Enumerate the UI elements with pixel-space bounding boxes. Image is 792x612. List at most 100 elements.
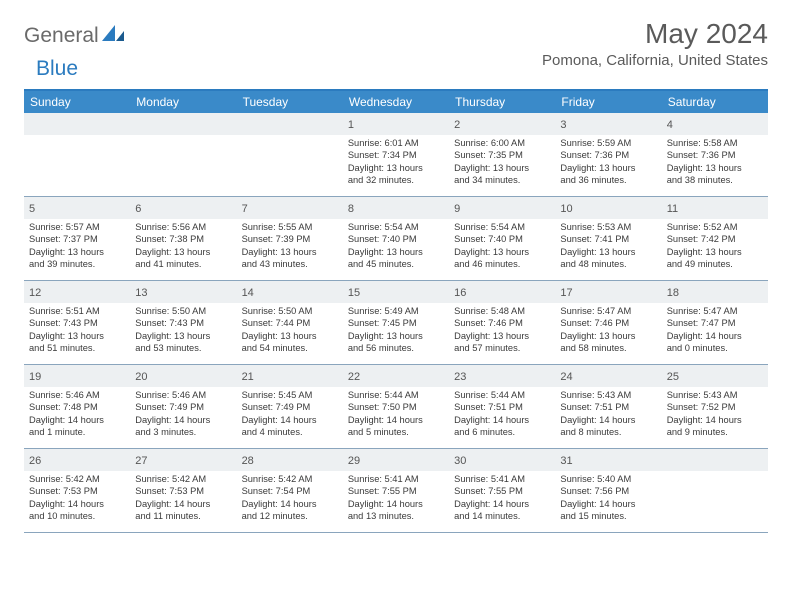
calendar-day: 14 Sunrise: 5:50 AMSunset: 7:44 PMDayligh…	[237, 281, 343, 364]
day-details: Sunrise: 5:54 AMSunset: 7:40 PMDaylight:…	[343, 219, 449, 273]
day-details: Sunrise: 5:55 AMSunset: 7:39 PMDaylight:…	[237, 219, 343, 273]
day-details: Sunrise: 5:49 AMSunset: 7:45 PMDaylight:…	[343, 303, 449, 357]
day-number: 1	[348, 119, 354, 131]
day-number: 27	[135, 455, 147, 467]
day-number: 20	[135, 371, 147, 383]
day-details: Sunrise: 5:43 AMSunset: 7:51 PMDaylight:…	[555, 387, 661, 441]
calendar-day: 27Sunrise: 5:42 AMSunset: 7:53 PMDayligh…	[130, 449, 236, 532]
calendar-day: 31 Sunrise: 5:40 AMSunset: 7:56 PMDayligh…	[555, 449, 661, 532]
calendar-week: 26Sunrise: 5:42 AMSunset: 7:53 PMDayligh…	[24, 449, 768, 533]
day-number: 16	[454, 287, 466, 299]
day-details: Sunrise: 6:01 AMSunset: 7:34 PMDaylight:…	[343, 135, 449, 189]
day-number: 26	[29, 455, 41, 467]
sail-icon	[102, 25, 124, 41]
day-details: Sunrise: 5:41 AMSunset: 7:55 PMDaylight:…	[343, 471, 449, 525]
calendar-day: .	[237, 113, 343, 196]
day-details: Sunrise: 5:59 AMSunset: 7:36 PMDaylight:…	[555, 135, 661, 189]
calendar-day: 29Sunrise: 5:41 AMSunset: 7:55 PMDayligh…	[343, 449, 449, 532]
weekday-header-row: SundayMondayTuesdayWednesdayThursdayFrid…	[24, 91, 768, 113]
calendar-day: 22 Sunrise: 5:44 AMSunset: 7:50 PMDayligh…	[343, 365, 449, 448]
day-details: Sunrise: 5:50 AMSunset: 7:43 PMDaylight:…	[130, 303, 236, 357]
brand-part1: General	[24, 24, 99, 48]
day-number: 11	[667, 203, 678, 215]
calendar-grid: SundayMondayTuesdayWednesdayThursdayFrid…	[24, 89, 768, 533]
day-details	[662, 471, 768, 476]
weekday-header: Monday	[130, 91, 236, 113]
calendar-week: 5 Sunrise: 5:57 AMSunset: 7:37 PMDaylight…	[24, 197, 768, 281]
calendar-day: 10 Sunrise: 5:53 AMSunset: 7:41 PMDayligh…	[555, 197, 661, 280]
day-details	[24, 135, 130, 140]
day-details: Sunrise: 5:50 AMSunset: 7:44 PMDaylight:…	[237, 303, 343, 357]
weekday-header: Friday	[555, 91, 661, 113]
calendar-day: 8 Sunrise: 5:54 AMSunset: 7:40 PMDaylight…	[343, 197, 449, 280]
weekday-header: Wednesday	[343, 91, 449, 113]
day-number: 14	[242, 287, 254, 299]
calendar-day: 30 Sunrise: 5:41 AMSunset: 7:55 PMDayligh…	[449, 449, 555, 532]
day-details: Sunrise: 5:40 AMSunset: 7:56 PMDaylight:…	[555, 471, 661, 525]
day-number: 9	[454, 203, 460, 215]
day-details: Sunrise: 5:51 AMSunset: 7:43 PMDaylight:…	[24, 303, 130, 357]
calendar-day: 17Sunrise: 5:47 AMSunset: 7:46 PMDayligh…	[555, 281, 661, 364]
day-number: 2	[454, 119, 460, 131]
day-number: 30	[454, 455, 466, 467]
day-number: 19	[29, 371, 41, 383]
day-number: 10	[560, 203, 572, 215]
month-title: May 2024	[542, 18, 768, 50]
day-details: Sunrise: 5:43 AMSunset: 7:52 PMDaylight:…	[662, 387, 768, 441]
calendar-day: 28 Sunrise: 5:42 AMSunset: 7:54 PMDayligh…	[237, 449, 343, 532]
day-details: Sunrise: 5:56 AMSunset: 7:38 PMDaylight:…	[130, 219, 236, 273]
calendar-day: 26Sunrise: 5:42 AMSunset: 7:53 PMDayligh…	[24, 449, 130, 532]
day-number: 25	[667, 371, 679, 383]
calendar-day: 9 Sunrise: 5:54 AMSunset: 7:40 PMDaylight…	[449, 197, 555, 280]
day-number: 7	[242, 203, 248, 215]
calendar-week: ... 1 Sunrise: 6:01 AMSunset: 7:34 PMDayli…	[24, 113, 768, 197]
day-details	[130, 135, 236, 140]
day-number: 3	[560, 119, 566, 131]
day-details: Sunrise: 5:48 AMSunset: 7:46 PMDaylight:…	[449, 303, 555, 357]
day-details: Sunrise: 5:54 AMSunset: 7:40 PMDaylight:…	[449, 219, 555, 273]
day-number: 18	[667, 287, 679, 299]
day-number: 12	[29, 287, 41, 299]
day-details	[237, 135, 343, 140]
day-details: Sunrise: 5:46 AMSunset: 7:49 PMDaylight:…	[130, 387, 236, 441]
day-number: 6	[135, 203, 141, 215]
day-details: Sunrise: 5:57 AMSunset: 7:37 PMDaylight:…	[24, 219, 130, 273]
day-number: 15	[348, 287, 360, 299]
calendar-day: 15 Sunrise: 5:49 AMSunset: 7:45 PMDayligh…	[343, 281, 449, 364]
calendar-day: 20 Sunrise: 5:46 AMSunset: 7:49 PMDayligh…	[130, 365, 236, 448]
day-number: 23	[454, 371, 466, 383]
calendar-day: 6 Sunrise: 5:56 AMSunset: 7:38 PMDaylight…	[130, 197, 236, 280]
weekday-header: Sunday	[24, 91, 130, 113]
day-details: Sunrise: 5:46 AMSunset: 7:48 PMDaylight:…	[24, 387, 130, 441]
day-details: Sunrise: 6:00 AMSunset: 7:35 PMDaylight:…	[449, 135, 555, 189]
calendar-day: .	[662, 449, 768, 532]
day-details: Sunrise: 5:58 AMSunset: 7:36 PMDaylight:…	[662, 135, 768, 189]
day-number: 28	[242, 455, 254, 467]
day-details: Sunrise: 5:44 AMSunset: 7:50 PMDaylight:…	[343, 387, 449, 441]
day-number: 5	[29, 203, 35, 215]
calendar-day: 23 Sunrise: 5:44 AMSunset: 7:51 PMDayligh…	[449, 365, 555, 448]
weekday-header: Thursday	[449, 91, 555, 113]
day-details: Sunrise: 5:53 AMSunset: 7:41 PMDaylight:…	[555, 219, 661, 273]
calendar-day: 24Sunrise: 5:43 AMSunset: 7:51 PMDayligh…	[555, 365, 661, 448]
calendar-day: .	[24, 113, 130, 196]
calendar-day: 19 Sunrise: 5:46 AMSunset: 7:48 PMDayligh…	[24, 365, 130, 448]
calendar-day: .	[130, 113, 236, 196]
calendar-day: 7 Sunrise: 5:55 AMSunset: 7:39 PMDaylight…	[237, 197, 343, 280]
day-details: Sunrise: 5:44 AMSunset: 7:51 PMDaylight:…	[449, 387, 555, 441]
day-details: Sunrise: 5:45 AMSunset: 7:49 PMDaylight:…	[237, 387, 343, 441]
location-subtitle: Pomona, California, United States	[542, 52, 768, 69]
day-number: 13	[135, 287, 147, 299]
calendar-day: 21Sunrise: 5:45 AMSunset: 7:49 PMDayligh…	[237, 365, 343, 448]
day-number: 8	[348, 203, 354, 215]
day-details: Sunrise: 5:41 AMSunset: 7:55 PMDaylight:…	[449, 471, 555, 525]
calendar-day: 5 Sunrise: 5:57 AMSunset: 7:37 PMDaylight…	[24, 197, 130, 280]
day-number: 4	[667, 119, 673, 131]
calendar-day: 16 Sunrise: 5:48 AMSunset: 7:46 PMDayligh…	[449, 281, 555, 364]
day-number: 22	[348, 371, 360, 383]
day-details: Sunrise: 5:42 AMSunset: 7:54 PMDaylight:…	[237, 471, 343, 525]
day-number: 31	[560, 455, 572, 467]
day-details: Sunrise: 5:47 AMSunset: 7:47 PMDaylight:…	[662, 303, 768, 357]
day-details: Sunrise: 5:47 AMSunset: 7:46 PMDaylight:…	[555, 303, 661, 357]
weekday-header: Tuesday	[237, 91, 343, 113]
